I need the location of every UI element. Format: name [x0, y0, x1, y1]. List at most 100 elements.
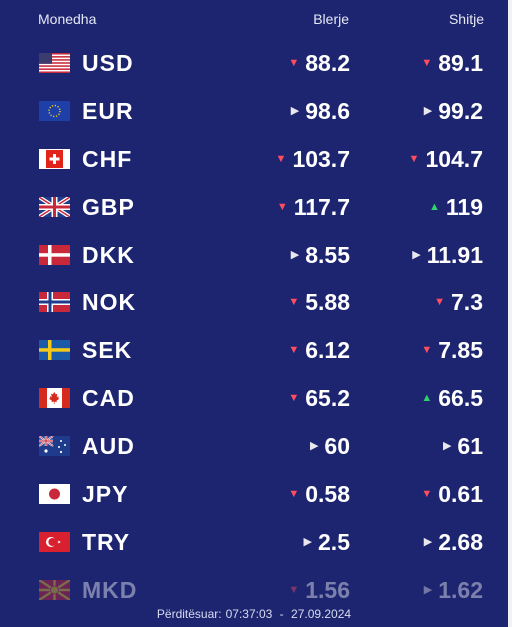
buy-rate: ▶ 60: [310, 433, 350, 460]
trend-down-icon: ▼: [288, 583, 300, 596]
buy-value: 0.58: [305, 481, 350, 508]
au-flag-icon: [39, 436, 70, 457]
sell-rate: ▶ 2.68: [424, 529, 483, 556]
trend-down-icon: ▼: [275, 152, 287, 165]
rate-row-aud: AUD ▶ 60 ▶ 61: [0, 423, 508, 471]
sell-rate: ▼ 7.3: [434, 289, 483, 316]
sell-rate: ▼ 0.61: [421, 481, 483, 508]
sell-value: 7.3: [451, 289, 483, 316]
trend-down-icon: ▼: [408, 152, 420, 165]
trend-flat-icon: ▶: [423, 583, 433, 596]
trend-flat-icon: ▶: [309, 440, 319, 453]
trend-flat-icon: ▶: [423, 535, 433, 548]
sell-value: 7.85: [438, 337, 483, 364]
rate-row-usd: USD ▼ 88.2 ▼ 89.1: [0, 40, 508, 88]
trend-down-icon: ▼: [276, 200, 288, 213]
header-currency: Monedha: [38, 11, 97, 27]
trend-flat-icon: ▶: [423, 104, 433, 117]
trend-down-icon: ▼: [288, 296, 300, 309]
dk-flag-icon: [39, 244, 70, 265]
rate-row-gbp: GBP ▼ 117.7 ▲ 119: [0, 184, 508, 232]
last-updated-separator: -: [279, 607, 284, 621]
eu-flag-icon: [39, 100, 70, 121]
buy-rate: ▼ 0.58: [288, 481, 350, 508]
sell-value: 2.68: [438, 528, 483, 555]
trend-down-icon: ▼: [288, 392, 300, 405]
buy-rate: ▼ 65.2: [288, 385, 350, 412]
rate-row-eur: EUR ▶ 98.6 ▶ 99.2: [0, 88, 508, 136]
trend-down-icon: ▼: [288, 488, 300, 501]
buy-rate: ▶ 98.6: [291, 98, 350, 125]
sell-rate: ▼ 89.1: [421, 50, 483, 77]
last-updated-time: 07:37:03: [225, 607, 273, 621]
tr-flag-icon: [39, 531, 70, 552]
us-flag-icon: [39, 53, 70, 73]
trend-down-icon: ▼: [288, 57, 300, 69]
buy-value: 117.7: [293, 193, 350, 220]
table-header: Monedha Blerje Shitje: [0, 11, 508, 31]
sell-rate: ▶ 61: [443, 433, 483, 460]
currency-code: USD: [82, 50, 134, 76]
trend-down-icon: ▼: [434, 296, 446, 309]
sell-rate: ▲ 119: [429, 194, 483, 221]
rate-row-mkd: MKD ▼ 1.56 ▶ 1.62: [0, 567, 508, 615]
sell-rate: ▶ 1.62: [424, 577, 483, 604]
buy-rate: ▼ 6.12: [288, 337, 350, 364]
buy-value: 88.2: [305, 50, 350, 76]
sell-rate: ▶ 11.91: [412, 242, 483, 269]
currency-code: CAD: [82, 385, 135, 412]
currency-code: NOK: [82, 289, 137, 316]
rate-row-try: TRY ▶ 2.5 ▶ 2.68: [0, 519, 508, 567]
buy-rate: ▼ 1.56: [288, 577, 350, 604]
sell-value: 61: [457, 433, 483, 460]
sell-value: 119: [445, 193, 483, 220]
trend-flat-icon: ▶: [442, 440, 452, 453]
buy-value: 2.5: [318, 528, 350, 555]
rates-list: USD ▼ 88.2 ▼ 89.1 EUR ▶ 98.6 ▶ 99.2 CHF ▼ 103.7 ▼ 104.…: [0, 40, 508, 615]
buy-value: 5.88: [305, 289, 350, 316]
sell-value: 11.91: [426, 241, 483, 268]
buy-value: 6.12: [305, 337, 350, 364]
rate-row-sek: SEK ▼ 6.12 ▼ 7.85: [0, 327, 508, 375]
ch-flag-icon: [39, 148, 70, 169]
trend-down-icon: ▼: [421, 488, 433, 501]
buy-value: 60: [324, 433, 350, 460]
mk-flag-icon: [39, 579, 70, 600]
buy-rate: ▶ 8.55: [291, 242, 350, 269]
trend-up-icon: ▲: [421, 392, 433, 405]
sell-rate: ▶ 99.2: [424, 98, 483, 125]
buy-rate: ▼ 103.7: [276, 146, 350, 173]
buy-rate: ▼ 88.2: [288, 50, 350, 77]
buy-rate: ▶ 2.5: [304, 529, 350, 556]
trend-flat-icon: ▶: [290, 248, 300, 261]
currency-code: CHF: [82, 145, 133, 172]
sell-value: 1.62: [438, 576, 483, 603]
currency-code: DKK: [82, 241, 135, 268]
sell-value: 104.7: [425, 145, 483, 172]
se-flag-icon: [39, 340, 70, 361]
rate-row-dkk: DKK ▶ 8.55 ▶ 11.91: [0, 232, 508, 280]
buy-rate: ▼ 117.7: [277, 194, 350, 221]
sell-value: 89.1: [438, 50, 483, 76]
last-updated-date: 27.09.2024: [291, 607, 352, 621]
sell-value: 66.5: [438, 385, 483, 412]
rate-row-nok: NOK ▼ 5.88 ▼ 7.3: [0, 279, 508, 327]
trend-up-icon: ▲: [429, 200, 440, 213]
buy-rate: ▼ 5.88: [288, 289, 350, 316]
gb-flag-icon: [39, 196, 70, 217]
buy-value: 8.55: [305, 241, 350, 268]
buy-value: 65.2: [305, 385, 350, 412]
buy-value: 103.7: [292, 145, 350, 172]
currency-code: SEK: [82, 337, 133, 364]
sell-rate: ▼ 7.85: [421, 337, 483, 364]
header-buy: Blerje: [313, 11, 349, 27]
last-updated: Përditësuar: 07:37:03 - 27.09.2024: [0, 607, 508, 621]
jp-flag-icon: [39, 484, 70, 505]
trend-flat-icon: ▶: [303, 535, 313, 548]
rate-row-cad: CAD ▼ 65.2 ▲ 66.5: [0, 375, 508, 423]
buy-value: 1.56: [305, 576, 350, 603]
rate-row-jpy: JPY ▼ 0.58 ▼ 0.61: [0, 471, 508, 519]
ca-flag-icon: [39, 388, 70, 409]
no-flag-icon: [39, 292, 70, 313]
